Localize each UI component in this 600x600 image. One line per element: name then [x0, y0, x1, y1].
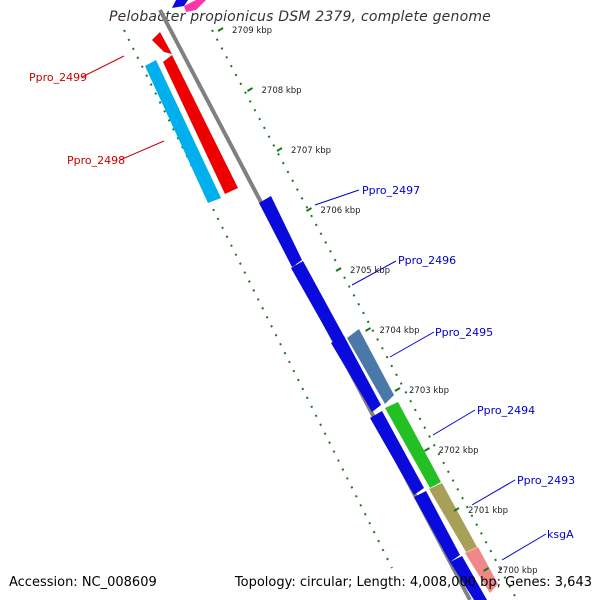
- forward-strand-track[interactable]: [259, 196, 498, 600]
- cds-ppro-2494-a[interactable]: [370, 411, 424, 495]
- label-line-ppro-2496: [351, 260, 397, 286]
- gene-label-lines: [81, 55, 547, 561]
- gene-label[interactable]: Ppro_2498: [67, 154, 125, 167]
- gene-label[interactable]: Ppro_2494: [477, 404, 535, 417]
- kbp-tick-mark: [453, 507, 460, 512]
- cds-ppro-2493-a[interactable]: [414, 491, 460, 562]
- kbp-tick-mark: [335, 267, 342, 272]
- cds-ppro-2495-a[interactable]: [331, 336, 381, 412]
- gene-label[interactable]: Ppro_2495: [435, 326, 493, 339]
- kbp-tick-mark: [482, 567, 490, 572]
- genome-summary-text: Topology: circular; Length: 4,008,000 bp…: [234, 575, 592, 590]
- kbp-tick-label: 2707 kbp: [291, 146, 331, 156]
- label-line-ppro-2495: [389, 331, 435, 358]
- gene-label[interactable]: ksgA: [547, 528, 574, 541]
- kbp-tick-label: 2705 kbp: [350, 266, 390, 276]
- kbp-tick-mark: [394, 387, 401, 392]
- map-title: Pelobacter propionicus DSM 2379, complet…: [109, 9, 491, 25]
- label-line-ppro-2499: [81, 55, 125, 78]
- gene-labels: Ppro_2499 Ppro_2498 Ppro_2497 Ppro_2496 …: [29, 71, 575, 541]
- cds-ppro-2499-top[interactable]: [152, 32, 172, 54]
- kbp-tick-label: 2706 kbp: [321, 206, 361, 216]
- kbp-tick-label: 2702 kbp: [439, 446, 479, 456]
- label-line-ppro-2494: [432, 409, 476, 436]
- kbp-tick-label: 2709 kbp: [232, 26, 272, 36]
- cds-ppro-2494-b[interactable]: [385, 402, 441, 488]
- cds-ppro-2493-b[interactable]: [429, 483, 477, 552]
- cds-ppro-2497[interactable]: [259, 196, 302, 267]
- gene-label[interactable]: Ppro_2499: [29, 71, 87, 84]
- label-line-ppro-2497: [314, 189, 360, 206]
- cds-ksga-a[interactable]: [450, 556, 487, 600]
- cds-ppro-2496[interactable]: [291, 261, 345, 344]
- kbp-tick-mark: [364, 327, 372, 332]
- kbp-tick-mark: [246, 87, 254, 92]
- kbp-tick-label: 2703 kbp: [409, 386, 449, 396]
- kbp-tick-mark: [276, 147, 283, 152]
- gene-label[interactable]: Ppro_2497: [362, 184, 420, 197]
- kbp-tick-mark: [305, 207, 313, 212]
- kbp-tick-mark: [423, 447, 431, 452]
- label-line-ppro-2498: [119, 140, 165, 161]
- gene-label[interactable]: Ppro_2493: [517, 474, 575, 487]
- kbp-ruler: 2709 kbp 2708 kbp 2707 kbp 2706 kbp 2705 kbp…: [217, 26, 538, 576]
- kbp-tick-label: 2708 kbp: [262, 86, 302, 96]
- cds-ppro-2499[interactable]: [163, 55, 238, 194]
- kbp-tick-label: 2704 kbp: [380, 326, 420, 336]
- cds-ppro-2498[interactable]: [145, 60, 221, 203]
- cds-ksga-b[interactable]: [465, 547, 498, 593]
- kbp-tick-label: 2701 kbp: [468, 506, 508, 516]
- cds-ppro-2495-b[interactable]: [347, 329, 394, 404]
- label-line-ksga: [501, 533, 547, 561]
- label-line-ppro-2493: [471, 479, 516, 506]
- gene-label[interactable]: Ppro_2496: [398, 254, 456, 267]
- accession-text: Accession: NC_008609: [9, 575, 157, 590]
- reverse-strand-track: [145, 0, 238, 203]
- kbp-tick-label: 2700 kbp: [498, 566, 538, 576]
- kbp-tick-mark: [217, 27, 224, 32]
- inner-dotted-guide: [123, 29, 393, 569]
- cds-top-magenta[interactable]: [184, 0, 206, 12]
